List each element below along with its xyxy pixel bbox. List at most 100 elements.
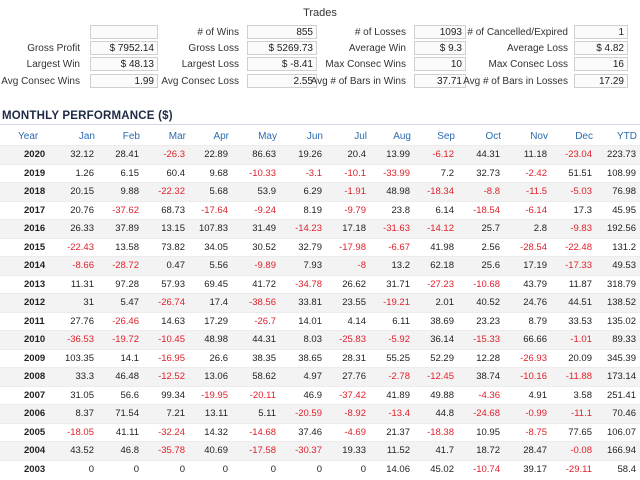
value-cell: 28.47 [504,441,551,460]
value-cell: 62.18 [414,256,458,275]
stat-value-avg-consec-loss: 2.55 [247,74,317,88]
value-cell: 48.98 [370,182,414,201]
value-cell: 131.2 [596,237,640,257]
value-cell: -9.89 [232,256,280,275]
value-cell: -9.24 [232,200,280,220]
value-cell: 138.52 [596,293,640,312]
value-cell: 23.8 [370,200,414,220]
value-cell: 37.46 [280,422,326,442]
value-cell: 9.68 [189,163,232,183]
value-cell: 173.14 [596,367,640,386]
value-cell: 2.01 [414,293,458,312]
table-row: 2011 27.76 -26.46 14.63 17.29 -26.7 14.01 4.14 6… [0,311,640,331]
stat-label-avg-consec-loss: Avg Consec Loss [161,76,239,87]
value-cell: 223.73 [596,145,640,164]
value-cell: 20.76 [56,200,98,220]
value-cell: 0 [98,459,143,478]
value-cell: 33.53 [551,311,596,331]
value-cell: -5.03 [551,182,596,201]
value-cell: 58.4 [596,459,640,478]
value-cell: -11.5 [504,182,551,201]
value-cell: 17.3 [551,200,596,220]
value-cell: 318.79 [596,274,640,294]
column-header-ytd: YTD [617,131,637,142]
value-cell: -5.92 [370,330,414,349]
value-cell: 108.99 [596,163,640,183]
table-row: 2017 20.76 -37.62 68.73 -17.64 -9.24 8.19 -9.79… [0,200,640,220]
value-cell: 11.31 [56,274,98,294]
value-cell: -2.78 [370,367,414,386]
value-cell: -26.93 [504,348,551,368]
stat-label-max-consec-wins: Max Consec Wins [325,59,406,70]
value-cell: -17.64 [189,200,232,220]
value-cell: -6.12 [414,145,458,164]
year-cell: 2009 [0,348,56,368]
value-cell: 14.06 [370,459,414,478]
value-cell: -17.33 [551,256,596,275]
value-cell: 32.12 [56,145,98,164]
value-cell: 73.82 [143,237,189,257]
value-cell: -4.69 [326,422,370,442]
value-cell: -26.46 [98,311,143,331]
table-row: 2006 8.37 71.54 7.21 13.11 5.11 -20.59 -8.92 -13… [0,404,640,423]
column-header-nov: Nov [530,131,548,142]
value-cell: 8.03 [280,330,326,349]
value-cell: -36.53 [56,330,98,349]
value-cell: 6.29 [280,182,326,201]
value-cell: -6.67 [370,237,414,257]
value-cell: 11.87 [551,274,596,294]
value-cell: 26.62 [326,274,370,294]
value-cell: 77.65 [551,422,596,442]
value-cell: 86.63 [232,145,280,164]
value-cell: 69.45 [189,274,232,294]
value-cell: 11.18 [504,145,551,164]
table-row: 2013 11.31 97.28 57.93 69.45 41.72 -34.78 26.62… [0,274,640,294]
value-cell: 56.6 [98,385,143,405]
value-cell: -37.42 [326,385,370,405]
value-cell: 14.01 [280,311,326,331]
stat-value-largest-loss: $ -8.41 [247,57,317,71]
value-cell: -13.4 [370,404,414,423]
stat-label-avg-of-bars-in-losses: Avg # of Bars in Losses [463,76,568,87]
stat-label-of-losses: # of Losses [354,27,406,38]
value-cell: 43.52 [56,441,98,460]
value-cell: 107.83 [189,219,232,238]
year-cell: 2007 [0,385,56,405]
empty-stat-box [90,25,158,39]
value-cell: 26.33 [56,219,98,238]
value-cell: -32.24 [143,422,189,442]
value-cell: 20.09 [551,348,596,368]
value-cell: -1.91 [326,182,370,201]
stat-label-largest-loss: Largest Loss [181,59,239,70]
value-cell: 33.81 [280,293,326,312]
value-cell: 14.32 [189,422,232,442]
year-cell: 2014 [0,256,56,275]
value-cell: 46.8 [98,441,143,460]
value-cell: 52.29 [414,348,458,368]
value-cell: -6.14 [504,200,551,220]
value-cell: 8.19 [280,200,326,220]
value-cell: -20.11 [232,385,280,405]
stat-value-of-cancelled-expired: 1 [574,25,628,39]
value-cell: 28.31 [326,348,370,368]
value-cell: 19.33 [326,441,370,460]
value-cell: 0.47 [143,256,189,275]
value-cell: 49.53 [596,256,640,275]
value-cell: 76.98 [596,182,640,201]
value-cell: 0 [143,459,189,478]
stat-label-of-wins: # of Wins [197,27,239,38]
value-cell: 51.51 [551,163,596,183]
value-cell: 0 [326,459,370,478]
value-cell: 1.26 [56,163,98,183]
value-cell: -23.04 [551,145,596,164]
value-cell: 5.68 [189,182,232,201]
value-cell: 40.69 [189,441,232,460]
value-cell: 22.89 [189,145,232,164]
value-cell: -25.83 [326,330,370,349]
stat-label-gross-loss: Gross Loss [188,43,239,54]
value-cell: -15.33 [458,330,504,349]
value-cell: 0 [232,459,280,478]
stat-value-average-win: $ 9.3 [414,41,466,55]
stat-label-average-loss: Average Loss [507,43,568,54]
value-cell: 0 [56,459,98,478]
